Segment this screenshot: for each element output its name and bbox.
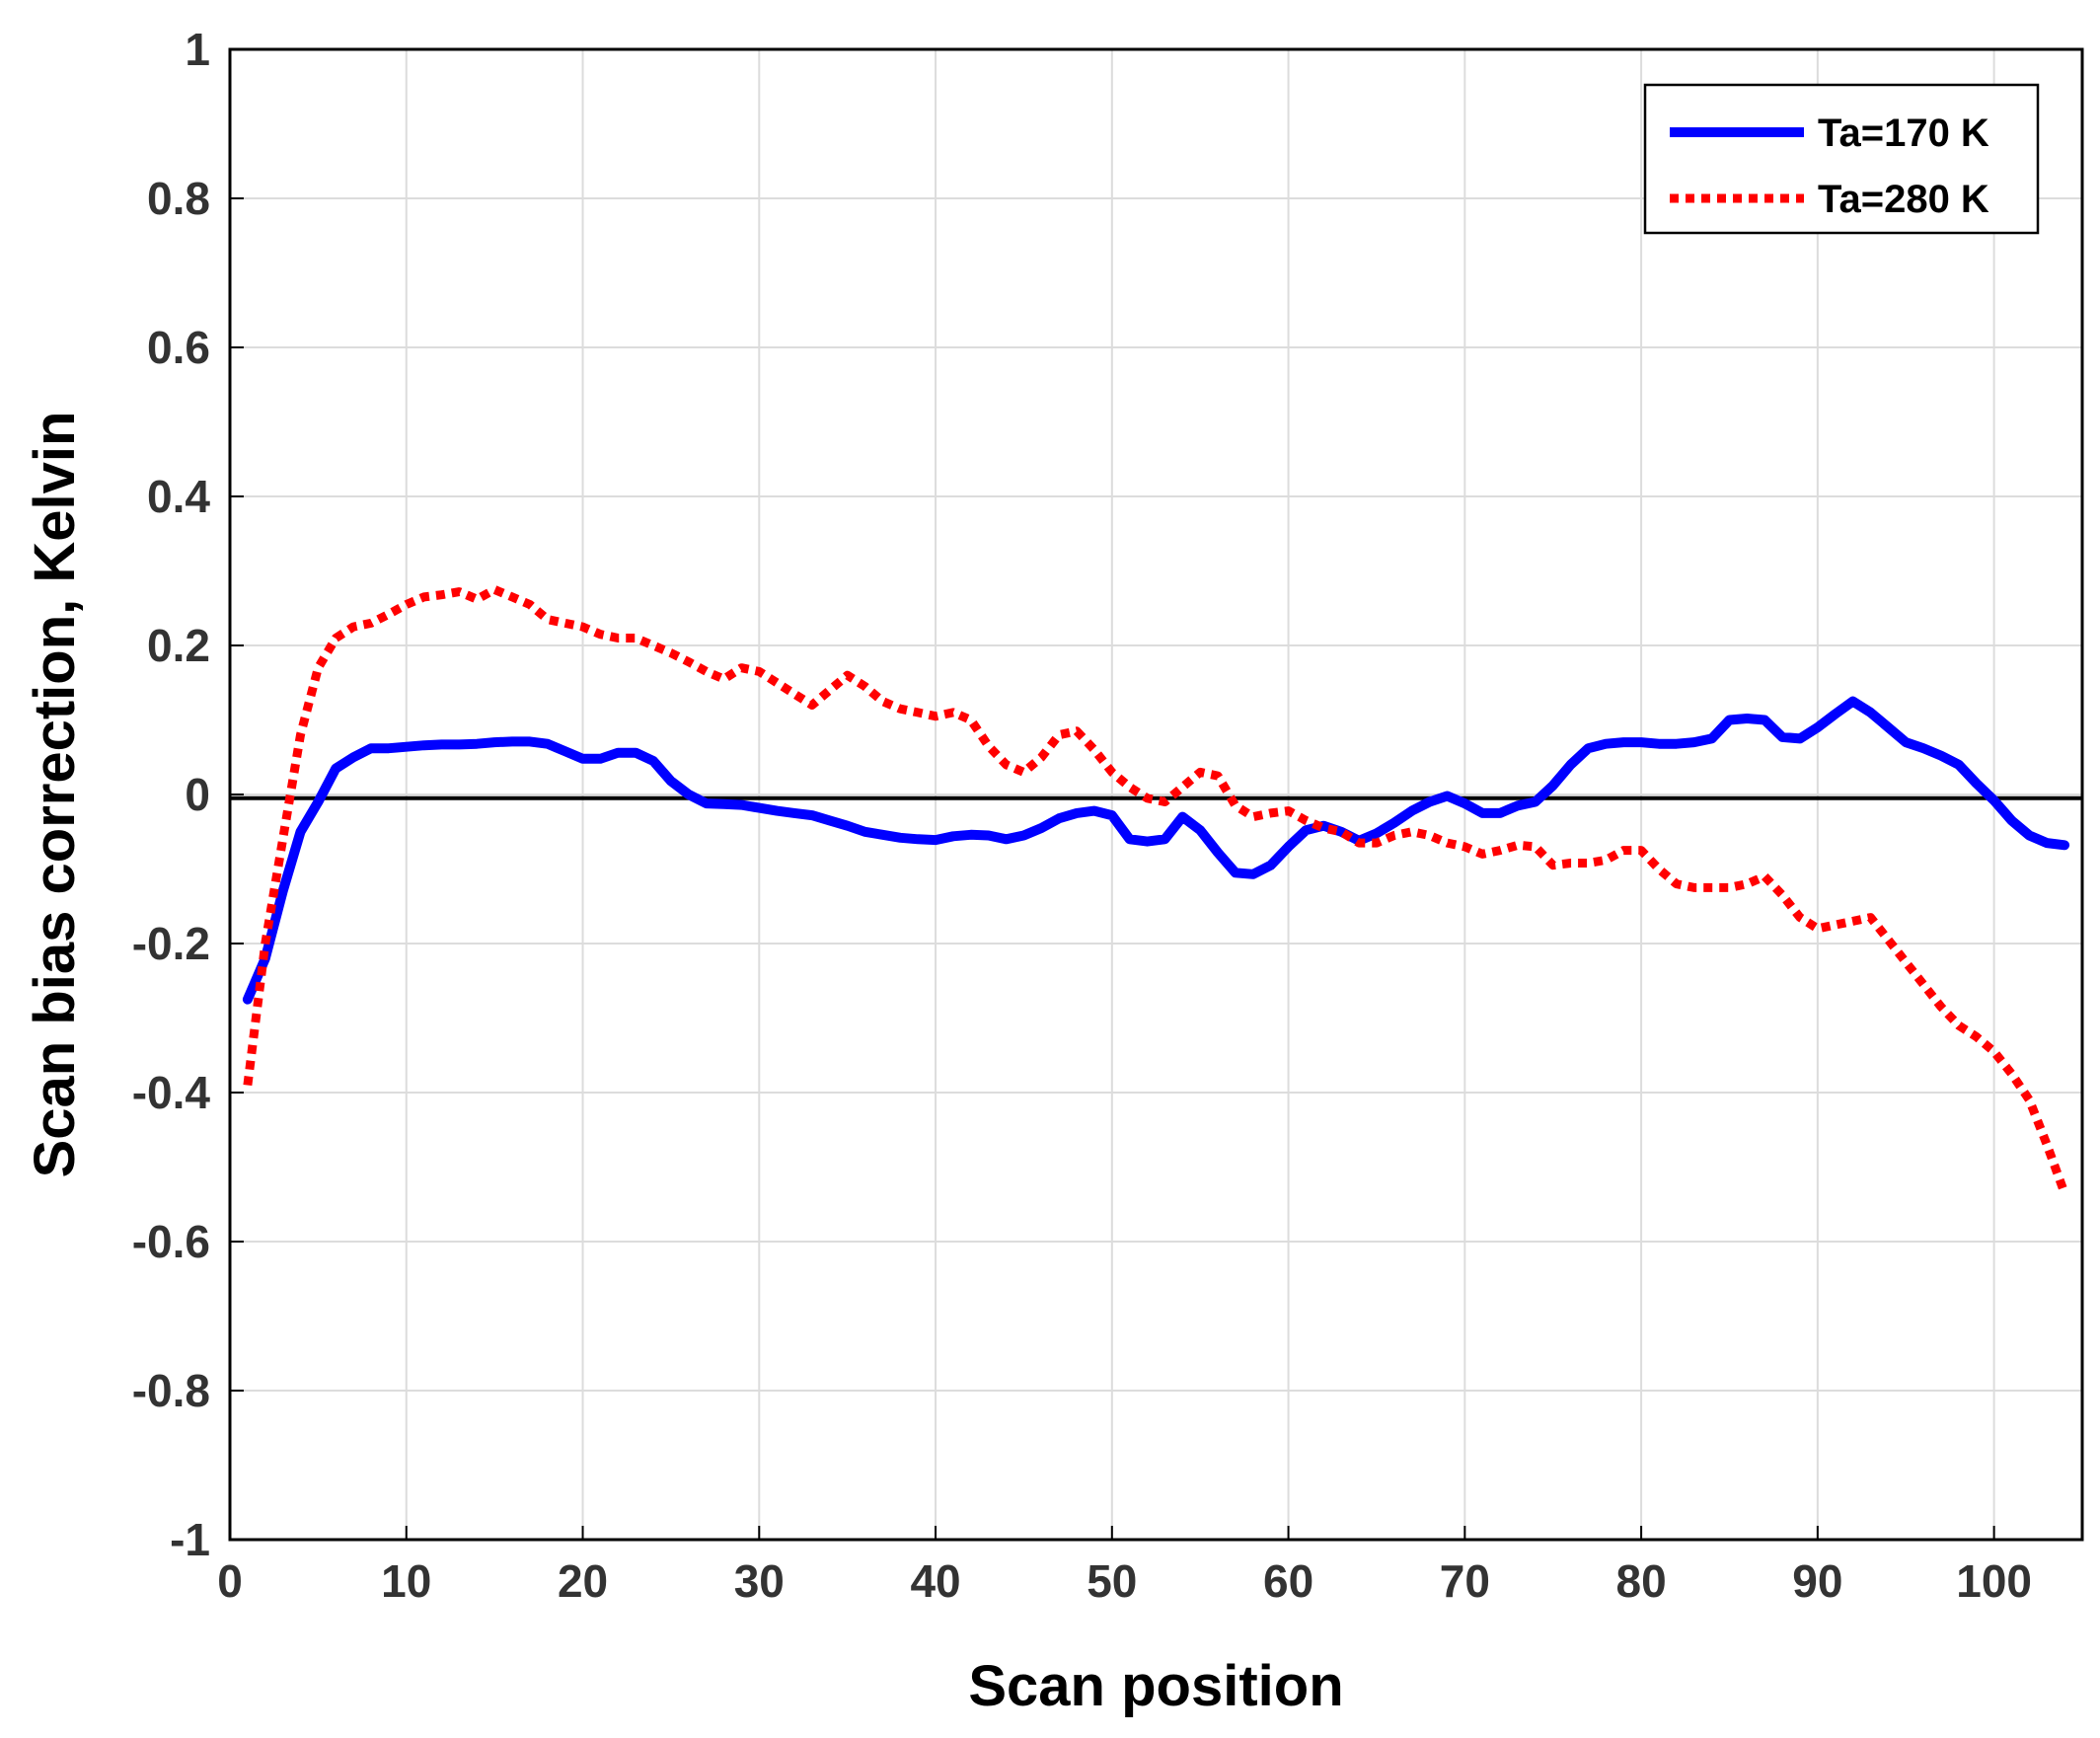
y-tick-label: -0.6 [132, 1216, 210, 1267]
x-tick-label: 80 [1616, 1555, 1667, 1607]
y-axis-label: Scan bias correction, Kelvin [23, 412, 87, 1178]
series-line-280k [243, 584, 2069, 1195]
y-tick-label: 0.6 [147, 322, 210, 373]
x-tick-label: 100 [1956, 1555, 2032, 1607]
legend-label-170k: Ta=170 K [1818, 112, 1989, 155]
series-line-170k [242, 696, 2070, 1005]
x-tick-label: 0 [217, 1555, 243, 1607]
x-tick-label: 10 [381, 1555, 431, 1607]
x-tick-label: 40 [910, 1555, 960, 1607]
legend-box [1643, 83, 2040, 235]
y-tick-label: 0.8 [147, 173, 210, 224]
x-axis-label: Scan position [968, 1654, 1343, 1718]
legend: Ta=170 K Ta=280 K [1643, 83, 2040, 235]
y-tick-label: -0.2 [132, 918, 210, 969]
y-tick-label: 1 [185, 24, 210, 75]
y-tick-label: 0.2 [147, 620, 210, 671]
y-tick-label: -0.4 [132, 1067, 211, 1118]
y-tick-label: -1 [170, 1514, 210, 1565]
y-axis-ticks: -1 -0.8 -0.6 -0.4 -0.2 0 0.2 0.4 0.6 0.8 1 [132, 24, 244, 1565]
x-tick-label: 70 [1440, 1555, 1490, 1607]
x-tick-label: 20 [558, 1555, 608, 1607]
x-tick-label: 50 [1087, 1555, 1137, 1607]
x-tick-label: 60 [1263, 1555, 1313, 1607]
grid-lines [230, 49, 2082, 1540]
legend-label-280k: Ta=280 K [1818, 178, 1989, 221]
series-layer [242, 584, 2070, 1195]
x-tick-label: 30 [734, 1555, 785, 1607]
y-tick-label: 0 [185, 769, 210, 820]
y-tick-label: -0.8 [132, 1365, 210, 1416]
x-axis-ticks: 0 10 20 30 40 50 60 70 80 90 100 [217, 1526, 2032, 1607]
y-tick-label: 0.4 [147, 471, 210, 522]
x-tick-label: 90 [1792, 1555, 1842, 1607]
